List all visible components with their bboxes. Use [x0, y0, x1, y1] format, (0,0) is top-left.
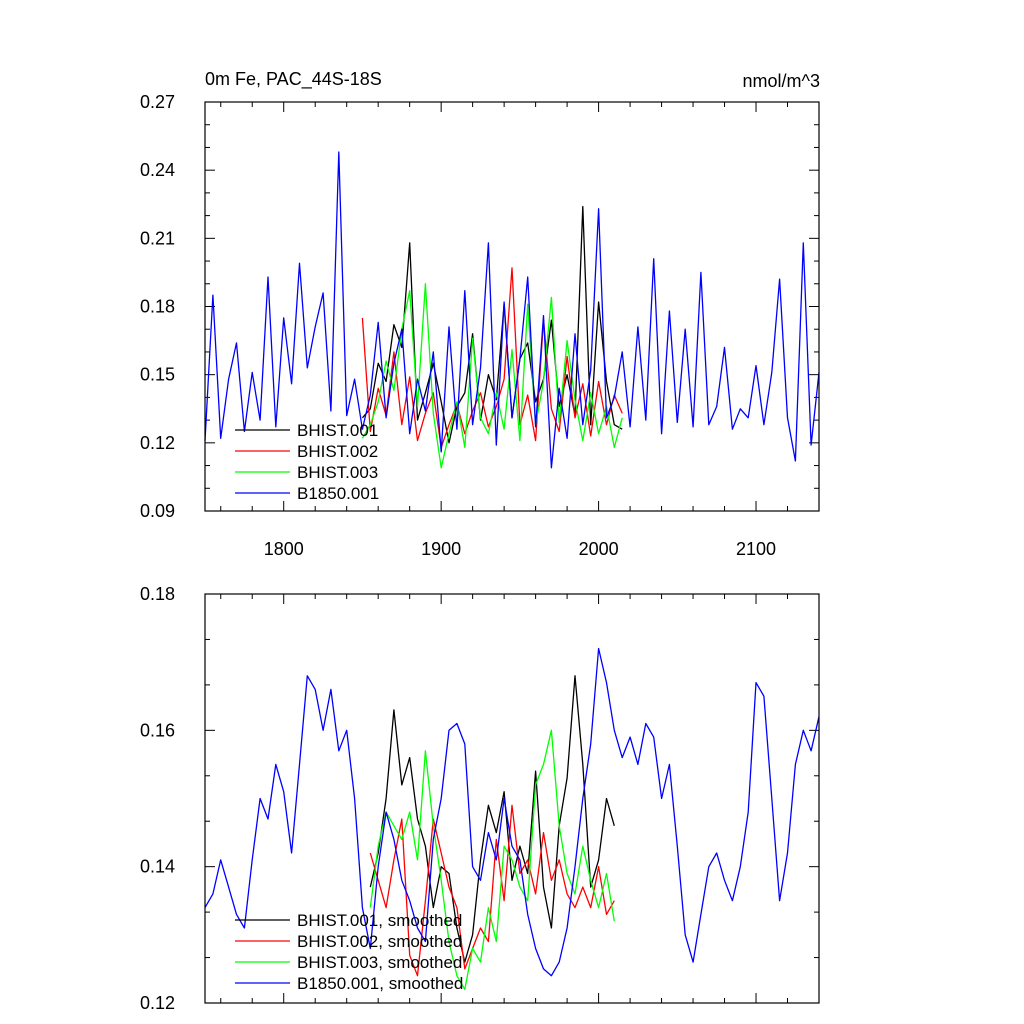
top-legend-label: BHIST.003 [297, 463, 378, 482]
top-y-tick-label: 0.18 [140, 297, 175, 317]
bottom-series-line-bhist-002-smoothed [369, 804, 615, 977]
top-x-tick-label: 1800 [264, 539, 304, 559]
top-x-tick-label: 2000 [579, 539, 619, 559]
bottom-y-tick-label: 0.16 [140, 720, 175, 740]
bottom-legend-label: BHIST.001, smoothed [297, 911, 462, 930]
top-y-tick-label: 0.09 [140, 501, 175, 521]
top-panel-units: nmol/m^3 [743, 71, 820, 91]
bottom-y-tick-label: 0.12 [140, 993, 175, 1013]
top-panel: 0m Fe, PAC_44S-18S nmol/m^3 0.09 0.12 0.15… [140, 69, 820, 559]
top-legend-label: BHIST.001 [297, 421, 378, 440]
top-series-line-bhist-002 [361, 267, 623, 449]
top-panel-frame [204, 101, 820, 512]
top-panel-title: 0m Fe, PAC_44S-18S [205, 69, 382, 90]
bottom-y-tick-label: 0.14 [140, 857, 175, 877]
top-panel-plot-area [204, 151, 820, 469]
bottom-series-line-bhist-003-smoothed [369, 729, 615, 991]
bottom-panel: 0.120.140.160.18 BHIST.001, smoothedBHIS… [140, 584, 820, 1013]
bottom-legend-label: BHIST.002, smoothed [297, 932, 462, 951]
top-x-tick-label: 1900 [421, 539, 461, 559]
top-y-tick-label: 0.27 [140, 92, 175, 112]
top-series-line-bhist-003 [361, 283, 623, 469]
top-panel-ticks: 0.09 0.12 0.15 0.18 0.21 0.24 0.27 1800 1900 2000… [140, 92, 819, 559]
top-y-tick-label: 0.24 [140, 160, 175, 180]
top-y-tick-label: 0.21 [140, 228, 175, 248]
bottom-panel-legend: BHIST.001, smoothed BHIST.002, smoothed BH… [235, 911, 463, 993]
bottom-panel-ticks: 0.12 0.14 0.16 0.18 [140, 584, 819, 1013]
top-y-tick-label: 0.15 [140, 365, 175, 385]
top-x-tick-label: 2100 [736, 539, 776, 559]
bottom-series-line-bhist-001-smoothed [369, 675, 615, 963]
bottom-legend-label: B1850.001, smoothed [297, 974, 463, 993]
top-panel-legend: BHIST.001 BHIST.002 BHIST.003 B1850.001 [235, 421, 379, 503]
top-legend-label: B1850.001 [297, 484, 379, 503]
top-legend-label: BHIST.002 [297, 442, 378, 461]
bottom-y-tick-label: 0.18 [140, 584, 175, 604]
bottom-panel-plot-area [204, 647, 820, 991]
bottom-series-line-b1850-001-smoothed [204, 647, 820, 977]
top-y-tick-label: 0.12 [140, 433, 175, 453]
top-series-line-b1850-001 [204, 151, 820, 469]
bottom-legend-label: BHIST.003, smoothed [297, 953, 462, 972]
bottom-panel-frame [204, 593, 820, 1004]
top-series-line-bhist-001 [361, 205, 623, 444]
